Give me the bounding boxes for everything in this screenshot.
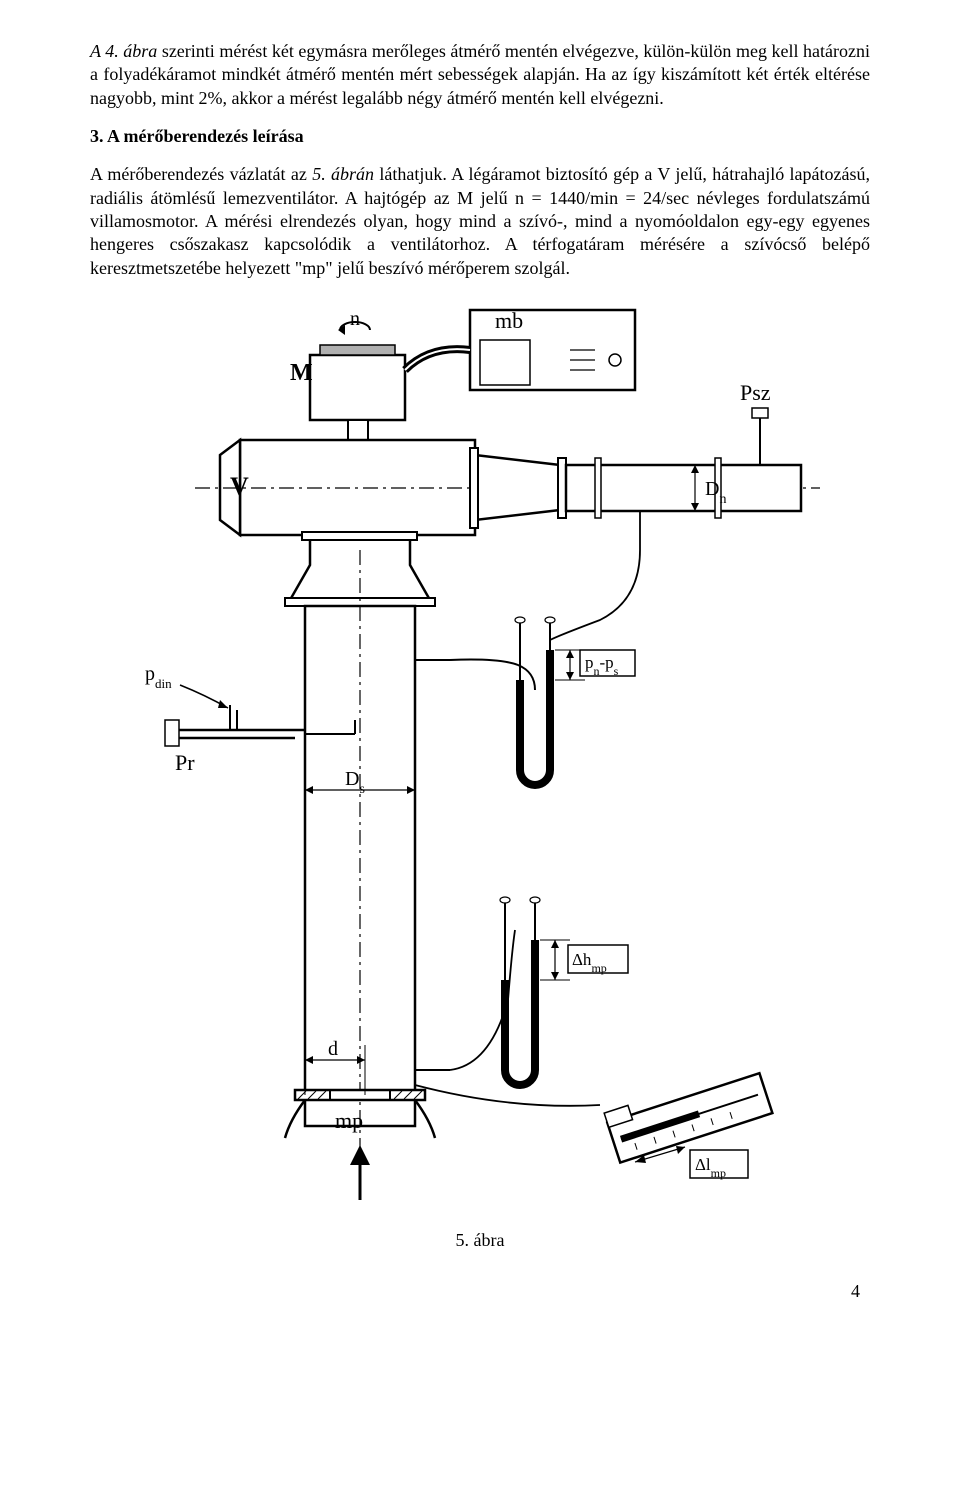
label-M: M (290, 360, 313, 386)
figure-5-diagram: mb M n V (140, 300, 820, 1220)
paragraph-1-italic: A 4. ábra (90, 41, 162, 61)
utube-pnps (515, 617, 555, 785)
paragraph-2: A mérőberendezés vázlatát az 5. ábrán lá… (90, 163, 870, 280)
label-d: d (328, 1038, 338, 1060)
label-Psz: Psz (740, 380, 771, 405)
paragraph-1: A 4. ábra szerinti mérést két egymásra m… (90, 40, 870, 110)
label-Pr: Pr (175, 750, 195, 775)
label-pdin: pdin (145, 663, 172, 691)
inclined-manometer (604, 1064, 772, 1163)
section-header: 3. A mérőberendezés leírása (90, 126, 870, 147)
figure-5-container: mb M n V (90, 300, 870, 1251)
utube-dhmp (500, 897, 540, 1085)
paragraph-2-italic: 5. ábrán (312, 164, 374, 184)
label-n: n (350, 308, 360, 330)
paragraph-1-text: szerinti mérést két egymásra merőleges á… (90, 41, 870, 108)
page-number: 4 (90, 1281, 870, 1302)
label-mb: mb (495, 308, 523, 333)
label-V: V (230, 472, 249, 501)
figure-5-caption: 5. ábra (456, 1230, 505, 1251)
paragraph-2-part1: A mérőberendezés vázlatát az (90, 164, 312, 184)
label-mp: mp (335, 1108, 363, 1133)
